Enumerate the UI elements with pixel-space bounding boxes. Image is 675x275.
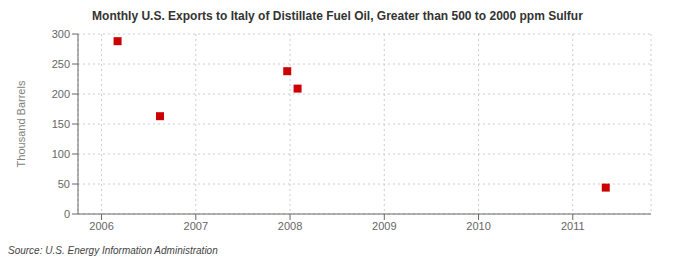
svg-text:0: 0 [64, 208, 70, 220]
svg-text:2009: 2009 [372, 220, 396, 232]
svg-text:2010: 2010 [466, 220, 490, 232]
svg-text:2007: 2007 [184, 220, 208, 232]
svg-text:150: 150 [52, 118, 70, 130]
svg-text:Thousand Barrels: Thousand Barrels [15, 80, 27, 167]
svg-text:100: 100 [52, 148, 70, 160]
svg-text:2008: 2008 [278, 220, 302, 232]
svg-text:50: 50 [58, 178, 70, 190]
html-text:Source: U.S. Energy Informatio: Source: U.S. Energy Information Administ… [8, 245, 218, 256]
svg-text:2006: 2006 [89, 220, 113, 232]
html-text:Monthly U.S. Exports to Italy: Monthly U.S. Exports to Italy of Distill… [92, 9, 583, 23]
svg-text:300: 300 [52, 28, 70, 40]
svg-text:200: 200 [52, 88, 70, 100]
svg-text:2011: 2011 [561, 220, 585, 232]
svg-text:250: 250 [52, 58, 70, 70]
